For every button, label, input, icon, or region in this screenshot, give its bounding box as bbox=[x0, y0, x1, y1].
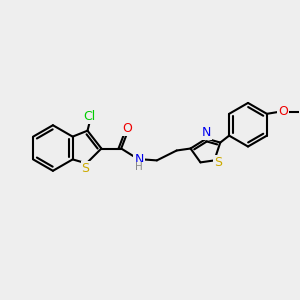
Text: Cl: Cl bbox=[83, 110, 96, 123]
Text: O: O bbox=[122, 122, 132, 135]
Text: O: O bbox=[278, 105, 288, 119]
Text: N: N bbox=[202, 126, 211, 139]
Text: H: H bbox=[135, 162, 143, 172]
Text: S: S bbox=[214, 156, 222, 169]
Text: S: S bbox=[82, 162, 89, 175]
Text: N: N bbox=[134, 153, 144, 166]
